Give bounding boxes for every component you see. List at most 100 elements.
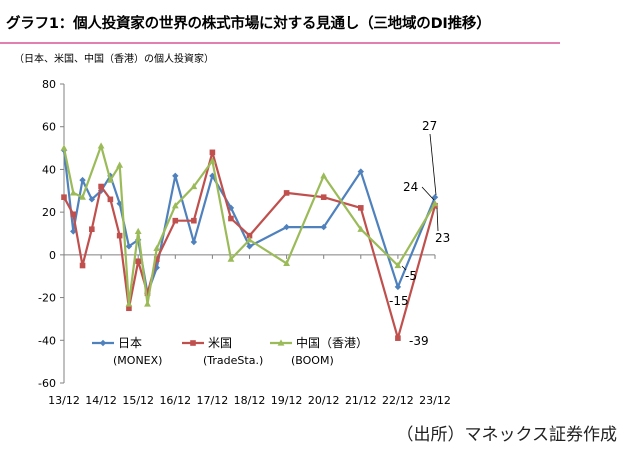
series-line-china	[62, 144, 436, 306]
annotation-leader	[401, 265, 407, 271]
data-point-china	[125, 300, 133, 307]
x-tick-label: 16/12	[159, 394, 191, 407]
y-tick-label: -60	[38, 377, 56, 390]
title-divider	[0, 42, 560, 44]
data-point-japan	[246, 243, 253, 250]
annotation-label: -5	[405, 269, 417, 283]
data-point-china	[69, 189, 77, 196]
series-china	[60, 142, 439, 307]
x-tick-label: 20/12	[308, 394, 340, 407]
y-tick-label: 20	[42, 206, 56, 219]
legend-item-us: 米国 (TradeSta.)	[182, 336, 263, 367]
data-point-japan	[99, 339, 107, 347]
data-point-china	[431, 200, 439, 207]
data-point-china	[106, 176, 114, 183]
data-point-china	[357, 225, 365, 232]
data-point-us	[144, 290, 151, 297]
annotation-label: -15	[389, 294, 409, 308]
x-tick-label: 15/12	[122, 394, 154, 407]
data-point-us	[358, 205, 364, 211]
data-point-japan	[125, 243, 133, 250]
legend-label: 日本	[118, 336, 142, 350]
data-point-china	[153, 244, 161, 252]
data-point-china	[79, 193, 86, 200]
x-tick-label: 13/12	[48, 394, 80, 407]
data-point-us	[70, 211, 77, 218]
data-point-japan	[431, 193, 439, 201]
data-point-japan	[190, 238, 198, 246]
source-note: （出所）マネックス証券作成	[396, 425, 618, 445]
chart-axes: 80 60 40 20 0 -20 -40 -60 13/12 14/12 15/12 16/12 17…	[38, 78, 451, 407]
data-point-us	[246, 232, 253, 239]
legend-sublabel: (MONEX)	[113, 354, 162, 367]
data-point-china	[394, 261, 402, 269]
data-point-us	[135, 258, 141, 265]
legend-label: 米国	[208, 336, 232, 350]
annotation-label: 27	[422, 119, 437, 133]
data-point-japan	[79, 176, 86, 184]
data-point-us	[191, 217, 197, 224]
series-us	[61, 149, 438, 341]
y-tick-label: -40	[38, 334, 56, 347]
data-point-us	[79, 262, 86, 269]
data-point-japan	[357, 168, 364, 175]
annotation-leader	[436, 207, 439, 232]
data-point-us	[283, 190, 290, 196]
data-point-japan	[394, 283, 402, 291]
data-point-us	[116, 232, 123, 239]
data-point-china	[277, 339, 285, 346]
annotation-leader	[421, 186, 435, 201]
chart-subtitle: （日本、米国、中国（香港）の個人投資家）	[14, 54, 214, 65]
data-point-japan	[320, 223, 327, 231]
data-point-us	[190, 340, 196, 346]
data-point-china	[320, 172, 328, 179]
data-point-china	[134, 227, 142, 234]
chart-annotations: 27 24 23 -5 -15 -39	[389, 119, 450, 348]
data-point-japan	[88, 196, 96, 203]
y-tick-label: 40	[42, 163, 56, 176]
data-point-china	[144, 300, 151, 307]
annotation-label: 24	[403, 180, 418, 194]
data-point-us	[89, 226, 95, 233]
legend-item-japan: 日本 (MONEX)	[92, 336, 162, 367]
annotation-leader	[429, 133, 437, 196]
data-point-us	[107, 196, 114, 203]
data-point-japan	[283, 223, 290, 231]
y-tick-label: 60	[42, 121, 56, 134]
data-point-us	[126, 305, 132, 312]
x-tick-label: 23/12	[419, 394, 451, 407]
x-tick-label: 21/12	[345, 394, 377, 407]
data-point-china	[246, 236, 253, 243]
data-point-us	[395, 335, 401, 341]
data-point-us	[320, 194, 327, 200]
legend-sublabel: (TradeSta.)	[203, 354, 263, 367]
chart-title: グラフ1：個人投資家の世界の株式市場に対する見通し（三地域のDI推移）	[6, 16, 491, 32]
y-tick-label: 80	[42, 78, 56, 91]
x-tick-label: 17/12	[197, 394, 229, 407]
data-point-us	[98, 183, 104, 190]
data-point-china	[171, 202, 179, 209]
annotation-label: -39	[409, 334, 429, 348]
data-point-us	[228, 215, 234, 222]
data-point-china	[209, 157, 216, 164]
y-tick-label: 0	[49, 249, 56, 262]
data-point-us	[61, 194, 67, 200]
series-layer	[60, 142, 439, 341]
data-point-us	[153, 256, 160, 262]
data-point-china	[60, 144, 68, 151]
x-tick-label: 22/12	[382, 394, 414, 407]
legend-sublabel: (BOOM)	[291, 354, 334, 367]
chart-legend: 日本 (MONEX) 米国 (TradeSta.) 中国（香港） (BOOM)	[92, 335, 368, 367]
x-tick-label: 14/12	[85, 394, 117, 407]
data-point-china	[116, 161, 124, 168]
x-tick-label: 18/12	[234, 394, 266, 407]
data-point-china	[190, 182, 198, 190]
data-point-china	[97, 142, 105, 149]
x-tick-label: 19/12	[271, 394, 303, 407]
legend-item-china: 中国（香港） (BOOM)	[270, 335, 368, 367]
annotation-label: 23	[435, 231, 450, 245]
data-point-us	[209, 149, 216, 156]
data-point-china	[283, 259, 290, 266]
data-point-china	[227, 255, 235, 262]
